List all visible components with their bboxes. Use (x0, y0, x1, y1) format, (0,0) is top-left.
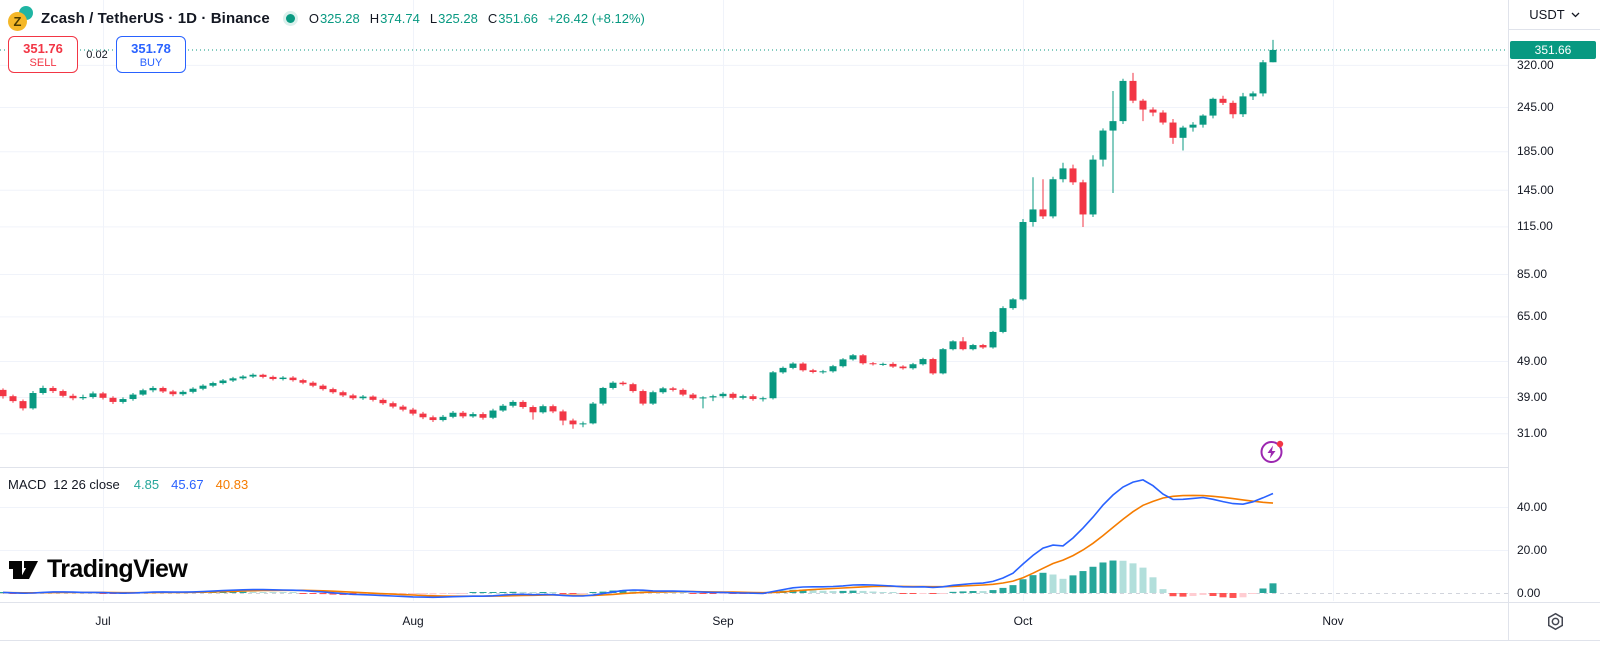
candles (0, 39, 1277, 429)
gridlines (0, 0, 1508, 601)
price-axis-label: 85.00 (1517, 267, 1548, 282)
macd-axis-label: 40.00 (1517, 500, 1548, 514)
lightning-icon (1260, 440, 1284, 463)
market-status-dot-icon[interactable] (285, 14, 295, 23)
macd-signal-value: 40.83 (215, 477, 249, 492)
low-value: 325.28 (438, 11, 478, 26)
close-label: C (487, 11, 498, 26)
buy-button[interactable]: 351.78 BUY (116, 36, 186, 73)
high-value: 374.74 (380, 11, 420, 26)
symbol-title[interactable]: Zcash / TetherUS · 1D · Binance (41, 10, 270, 27)
trade-buttons: 351.76 SELL 0.02 351.78 BUY (8, 36, 186, 73)
exchange-label: Binance (210, 10, 270, 27)
time-axis-label: Sep (712, 614, 734, 628)
symbol-name: Zcash / TetherUS (41, 10, 165, 27)
macd-hist-value: 4.85 (133, 477, 160, 492)
tradingview-logo-icon (9, 560, 38, 579)
chart-canvas[interactable] (0, 0, 1508, 602)
price-axis-label: 185.00 (1517, 144, 1554, 159)
macd-axis-label: 20.00 (1517, 543, 1548, 557)
ohlc-readout: O325.28 H374.74 L325.28 C351.66 +26.42 (… (309, 11, 645, 26)
sell-button[interactable]: 351.76 SELL (8, 36, 78, 73)
price-axis-label: 49.00 (1517, 353, 1548, 368)
tradingview-watermark-text: TradingView (47, 555, 188, 583)
time-axis[interactable]: Jul Aug Sep Oct Nov (0, 602, 1508, 641)
sell-price: 351.76 (23, 40, 63, 56)
zcash-coin-icon: Z (8, 12, 27, 31)
open-value: 325.28 (319, 11, 360, 26)
current-price-badge: 351.66 (1510, 40, 1596, 59)
price-axis-label: 65.00 (1517, 309, 1548, 324)
time-axis-label: Jul (95, 614, 111, 628)
macd-axis-label: 0.00 (1517, 586, 1541, 600)
separator-bullet: · (201, 10, 207, 27)
price-axis-label: 115.00 (1517, 219, 1553, 234)
currency-selector[interactable]: USDT (1509, 0, 1600, 30)
time-axis-label: Nov (1322, 614, 1344, 628)
spread-value: 0.02 (86, 48, 108, 61)
currency-label: USDT (1529, 7, 1565, 22)
price-axis-label: 320.00 (1517, 57, 1554, 72)
tradingview-watermark[interactable]: TradingView (8, 555, 188, 584)
chevron-down-icon (1571, 12, 1580, 17)
axis-settings-corner (1508, 602, 1600, 641)
price-axis-label: 39.00 (1517, 390, 1548, 404)
current-price-value: 351.66 (1534, 42, 1572, 57)
price-axis-label: 245.00 (1517, 99, 1554, 114)
settings-gear-icon[interactable] (1546, 612, 1565, 631)
pane-separator[interactable] (0, 467, 1600, 468)
price-axis[interactable]: USDT 320.00 245.00 185.00 145.00 115.00 85.00… (1508, 0, 1600, 602)
price-axis-label: 31.00 (1517, 426, 1548, 441)
price-axis-label: 145.00 (1517, 182, 1554, 197)
open-label: O (308, 11, 319, 26)
macd-line-value: 45.67 (171, 477, 204, 492)
macd-params: 12 26 close (53, 477, 120, 492)
close-value: 351.66 (498, 11, 539, 26)
buy-price: 351.78 (131, 40, 171, 56)
macd-pane (0, 479, 1277, 599)
separator-bullet: · (168, 10, 174, 27)
macd-title: MACD (8, 477, 47, 492)
time-axis-label: Oct (1013, 614, 1033, 628)
zcash-logo-icon: Z (8, 6, 33, 31)
buy-label: BUY (139, 56, 163, 69)
time-axis-label: Aug (402, 614, 424, 628)
macd-legend[interactable]: MACD 12 26 close 4.85 45.67 40.83 (8, 477, 248, 492)
lightning-button[interactable] (1259, 439, 1285, 465)
interval-label: 1D (177, 10, 198, 27)
sell-label: SELL (29, 56, 57, 69)
change-value: +26.42 (+8.12%) (548, 11, 645, 26)
low-label: L (429, 11, 438, 26)
high-label: H (369, 11, 380, 26)
symbol-header: Z Zcash / TetherUS · 1D · Binance O325.2… (8, 6, 645, 31)
